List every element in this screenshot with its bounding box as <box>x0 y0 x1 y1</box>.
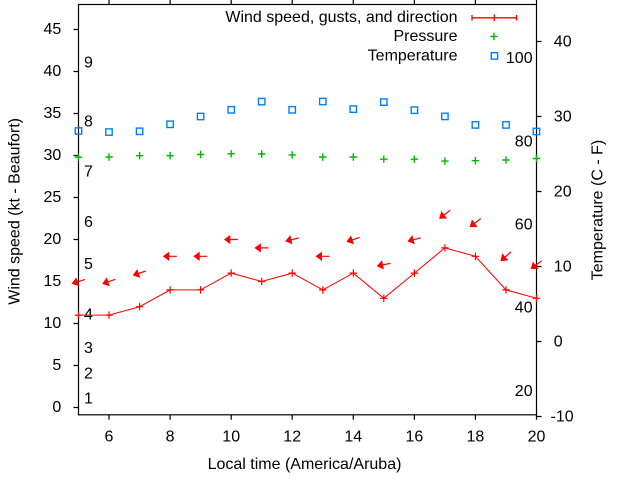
svg-text:40: 40 <box>515 300 533 317</box>
svg-text:0: 0 <box>554 333 563 350</box>
svg-text:-10: -10 <box>551 408 574 425</box>
svg-text:35: 35 <box>44 105 62 122</box>
svg-text:20: 20 <box>528 429 546 446</box>
svg-text:Temperature: Temperature <box>368 48 458 65</box>
svg-text:0: 0 <box>52 399 61 416</box>
svg-text:45: 45 <box>44 21 62 38</box>
svg-text:30: 30 <box>554 108 572 125</box>
svg-text:18: 18 <box>467 429 485 446</box>
svg-text:30: 30 <box>44 147 62 164</box>
svg-text:6: 6 <box>105 429 114 446</box>
svg-text:60: 60 <box>515 217 533 234</box>
svg-text:15: 15 <box>44 273 62 290</box>
svg-text:10: 10 <box>222 429 240 446</box>
svg-text:Wind speed (kt - Beaufort): Wind speed (kt - Beaufort) <box>6 118 23 305</box>
svg-text:10: 10 <box>554 258 572 275</box>
svg-text:20: 20 <box>554 183 572 200</box>
svg-text:20: 20 <box>515 383 533 400</box>
svg-text:14: 14 <box>344 429 362 446</box>
svg-text:10: 10 <box>44 315 62 332</box>
svg-text:12: 12 <box>283 429 301 446</box>
svg-text:5: 5 <box>84 256 93 273</box>
svg-text:Pressure: Pressure <box>393 28 457 45</box>
svg-text:9: 9 <box>84 55 93 72</box>
svg-text:16: 16 <box>406 429 424 446</box>
svg-text:8: 8 <box>84 113 93 130</box>
svg-text:3: 3 <box>84 340 93 357</box>
svg-text:Temperature (C - F): Temperature (C - F) <box>589 140 606 280</box>
svg-text:2: 2 <box>84 365 93 382</box>
svg-text:40: 40 <box>44 63 62 80</box>
svg-text:25: 25 <box>44 189 62 206</box>
svg-text:8: 8 <box>166 429 175 446</box>
svg-text:5: 5 <box>52 357 61 374</box>
svg-text:80: 80 <box>515 133 533 150</box>
svg-text:Wind speed, gusts, and directi: Wind speed, gusts, and direction <box>225 9 457 26</box>
svg-text:40: 40 <box>554 33 572 50</box>
svg-text:1: 1 <box>84 391 93 408</box>
svg-text:7: 7 <box>84 164 93 181</box>
svg-text:20: 20 <box>44 231 62 248</box>
svg-text:100: 100 <box>506 50 533 67</box>
svg-text:6: 6 <box>84 214 93 231</box>
svg-text:Local time (America/Aruba): Local time (America/Aruba) <box>208 456 402 473</box>
